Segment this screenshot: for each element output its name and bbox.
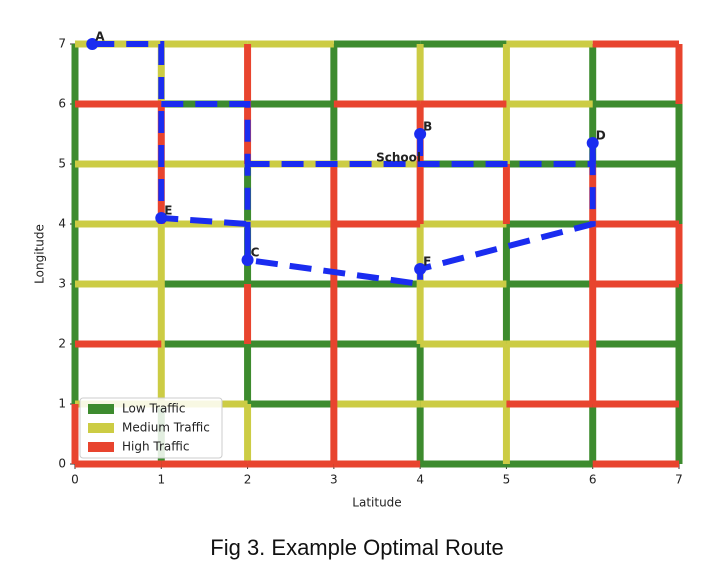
- x-tick-label: 4: [416, 473, 424, 487]
- y-tick-label: 4: [58, 217, 66, 231]
- route-line: [161, 101, 251, 260]
- x-tick-label: 7: [675, 473, 683, 487]
- x-tick-label: 5: [503, 473, 511, 487]
- route-point: [241, 254, 254, 266]
- legend-swatch: [88, 404, 114, 414]
- point-label: F: [423, 255, 431, 269]
- x-tick-label: 2: [244, 473, 252, 487]
- legend-swatch: [88, 442, 114, 452]
- x-axis-label: Latitude: [352, 496, 401, 510]
- y-tick-label: 7: [58, 37, 66, 51]
- legend-swatch: [88, 423, 114, 433]
- point-label: D: [596, 129, 606, 143]
- point-label: C: [251, 246, 260, 260]
- legend-box: [79, 397, 223, 459]
- annotation: School: [376, 151, 421, 165]
- point-label: B: [423, 120, 432, 134]
- y-tick-label: 0: [58, 457, 66, 471]
- y-tick-label: 5: [58, 157, 66, 171]
- y-tick-label: 3: [58, 277, 66, 291]
- legend-label: Low Traffic: [122, 402, 186, 416]
- y-axis-label: Longitude: [33, 224, 47, 284]
- route-line: [247, 143, 596, 167]
- route-point: [586, 137, 599, 149]
- legend-label: Medium Traffic: [122, 421, 210, 435]
- x-tick-label: 6: [589, 473, 597, 487]
- y-tick-label: 6: [58, 97, 66, 111]
- route-point: [86, 38, 99, 50]
- y-tick-label: 2: [58, 337, 66, 351]
- point-label: E: [164, 204, 172, 218]
- route-point: [414, 263, 427, 275]
- legend-label: High Traffic: [122, 440, 189, 454]
- y-tick-label: 1: [58, 397, 66, 411]
- legend: Low Traffic Medium Traffic High Traffic: [79, 397, 223, 459]
- x-tick-label: 0: [71, 473, 79, 487]
- x-tick-label: 1: [157, 473, 165, 487]
- route-point: [414, 128, 427, 140]
- caption: Fig 3. Example Optimal Route: [210, 535, 503, 560]
- route-point: [155, 212, 168, 224]
- point-label: A: [95, 30, 105, 44]
- x-tick-label: 3: [330, 473, 338, 487]
